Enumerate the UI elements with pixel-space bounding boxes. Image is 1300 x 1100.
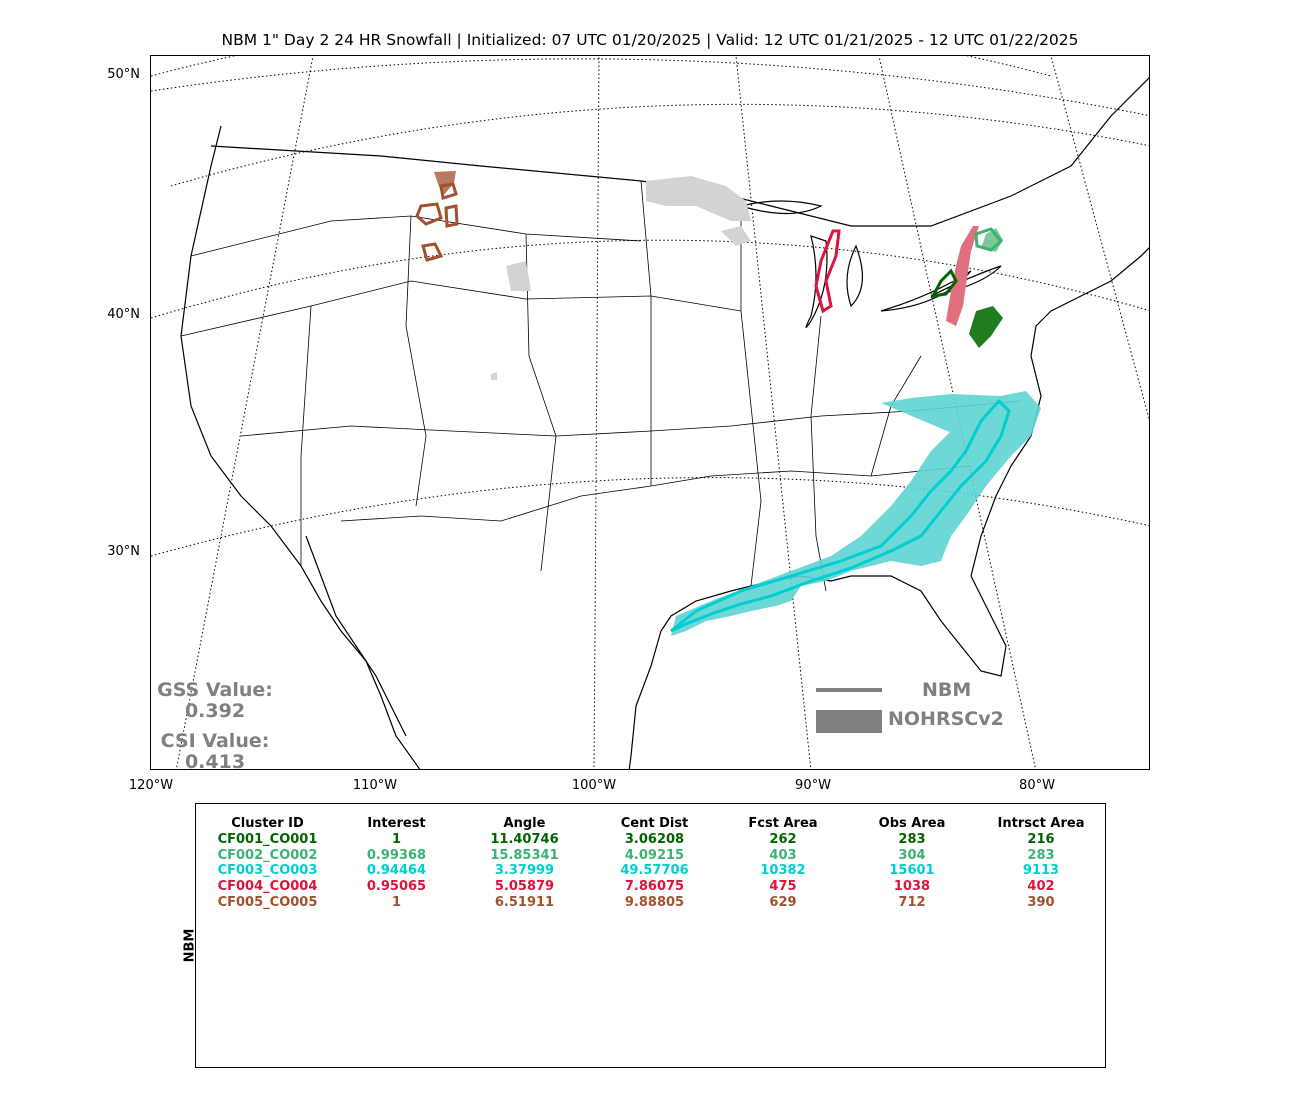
header-obs-area: Obs Area [878,816,946,831]
lon-label-100w: 100°W [571,778,617,793]
meridian-90w [735,56,812,769]
header-interest: Interest [367,816,426,831]
header-cluster-id: Cluster ID [231,816,304,831]
header-fcst-area: Fcst Area [748,816,818,831]
table-cell: 402 [1027,879,1055,895]
header-intrsct-area: Intrsct Area [997,816,1085,831]
legend-label-observed: NOHRSCv2 [888,708,1004,730]
table-cell: 1038 [893,879,931,895]
csi-value: 0.413 [184,751,246,773]
table-header-row: Cluster ID Interest Angle Cent Dist Fcst… [200,815,1106,832]
gss-label: GSS Value: [157,679,273,701]
snowfall-map [150,55,1150,770]
fcst-cluster-cf005d [421,242,444,262]
table-cell: 0.95065 [366,879,427,895]
table-cell: 11.40746 [490,832,559,848]
state-borders [180,180,1022,592]
map-canvas [151,56,1149,769]
table-row: CF002_CO002 0.99368 15.85341 4.09215 403 304 2… [200,848,1106,864]
gss-score: GSS Value: 0.392 [145,680,285,722]
lon-label-110w: 110°W [352,778,398,793]
table-cell: 15601 [889,863,935,879]
table-cell: 283 [1027,847,1055,863]
map-title: NBM 1" Day 2 24 HR Snowfall | Initialize… [221,31,1079,49]
lon-label-120w: 120°W [128,778,174,793]
table-cell: 390 [1027,894,1055,910]
coastlines [180,77,1149,769]
legend-swatch-observed [816,710,882,733]
table-row: CF003_CO003 0.94464 3.37999 49.57706 10382 15… [200,863,1106,879]
stats-table-frame [195,803,1106,1068]
stats-table: Cluster ID Interest Angle Cent Dist Fcst… [200,815,1106,910]
lat-label-30n: 30°N [107,544,140,559]
lat-label-40n: 40°N [107,307,140,322]
table-row: CF001_CO001 1 11.40746 3.06208 262 283 216 [200,832,1106,848]
table-row: CF005_CO005 1 6.51911 9.88805 629 712 390 [200,894,1106,910]
forecast-clusters [415,182,1011,633]
table-cell: 10382 [760,863,806,879]
table-cell: 4.09215 [624,847,685,863]
graticule [151,56,1149,769]
lon-label-80w: 80°W [1019,778,1055,793]
obs-cluster-co003 [671,391,1041,636]
table-cell: 1 [391,894,402,910]
table-cell: CF001_CO001 [217,832,318,848]
fcst-cluster-cf001 [930,268,958,298]
table-cell: 49.57706 [620,863,689,879]
fcst-cluster-cf004 [814,229,841,314]
csi-label: CSI Value: [160,730,270,752]
fcst-cluster-cf005c [444,204,459,228]
table-cell: 6.51911 [494,894,555,910]
table-cell: 5.05879 [494,879,555,895]
obs-cluster-co005 [434,171,456,196]
meridian-70w [1050,56,1149,421]
table-cell: 304 [898,847,926,863]
header-cent-dist: Cent Dist [620,816,689,831]
unmatched-observed-areas [491,176,751,380]
meridian-110w [175,56,314,769]
fcst-cluster-cf005a [415,202,443,226]
table-cell: 475 [769,879,797,895]
table-cell: 3.06208 [624,832,685,848]
table-cell: CF005_CO005 [217,894,318,910]
table-cell: 9.88805 [624,894,685,910]
fcst-cluster-cf003 [670,398,1011,633]
table-cell: 0.94464 [366,863,427,879]
table-row: CF004_CO004 0.95065 5.05879 7.86075 475 1038 4… [200,879,1106,895]
table-cell: 216 [1027,832,1055,848]
table-cell: 629 [769,894,797,910]
parallel-40n [151,239,1149,319]
table-cell: 3.37999 [494,863,555,879]
table-cell: 9113 [1022,863,1060,879]
lat-label-50n: 50°N [107,67,140,82]
table-cell: 7.86075 [624,879,685,895]
table-cell: 403 [769,847,797,863]
obs-cluster-co004 [946,226,979,326]
fcst-cluster-cf005b [439,182,458,200]
meridian-100w [593,56,600,769]
parallel-50n [151,56,1052,77]
table-cell: 283 [898,832,926,848]
csi-score: CSI Value: 0.413 [145,731,285,773]
table-cell: 1 [391,832,402,848]
table-cell: CF002_CO002 [217,847,318,863]
table-cell: 15.85341 [490,847,559,863]
table-side-label: NBM [182,928,198,963]
table-cell: 0.99368 [366,847,427,863]
fcst-cluster-cf002 [974,227,1004,252]
legend-label-forecast: NBM [922,679,972,701]
gss-value: 0.392 [184,700,246,722]
table-cell: 262 [769,832,797,848]
obs-cluster-co001 [969,306,1003,348]
header-angle: Angle [503,816,546,831]
table-cell: 712 [898,894,926,910]
table-cell: CF004_CO004 [217,879,318,895]
lon-label-90w: 90°W [795,778,831,793]
table-cell: CF003_CO003 [217,863,318,879]
